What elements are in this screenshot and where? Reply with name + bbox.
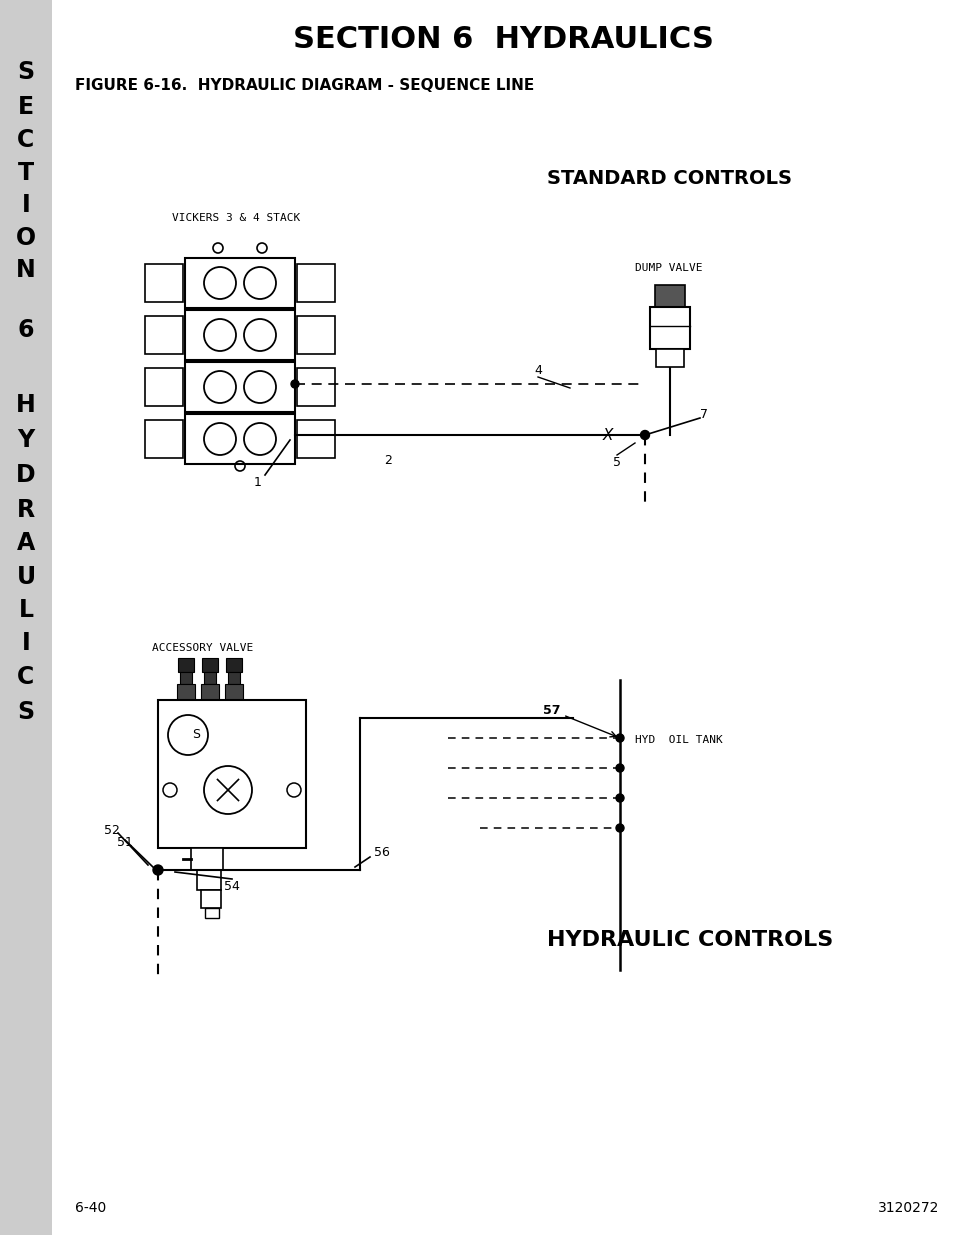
Text: 5: 5 <box>613 456 620 468</box>
Text: STANDARD CONTROLS: STANDARD CONTROLS <box>547 168 792 188</box>
Text: 56: 56 <box>374 846 390 858</box>
Text: 1: 1 <box>253 475 262 489</box>
Bar <box>185 310 294 359</box>
Bar <box>228 672 240 684</box>
Text: 6-40: 6-40 <box>75 1200 106 1215</box>
Text: I: I <box>22 631 30 655</box>
Bar <box>296 420 335 458</box>
Bar <box>178 658 193 672</box>
Text: FIGURE 6-16.  HYDRAULIC DIAGRAM - SEQUENCE LINE: FIGURE 6-16. HYDRAULIC DIAGRAM - SEQUENC… <box>75 78 534 93</box>
Text: S: S <box>17 700 34 724</box>
Text: HYDRAULIC CONTROLS: HYDRAULIC CONTROLS <box>546 930 832 950</box>
Text: S: S <box>17 61 34 84</box>
Bar <box>145 368 183 406</box>
Bar <box>205 908 219 918</box>
Bar <box>296 368 335 406</box>
Text: X: X <box>602 429 613 443</box>
Text: R: R <box>17 498 35 522</box>
Circle shape <box>616 764 623 772</box>
Bar <box>145 316 183 354</box>
Text: H: H <box>16 393 36 417</box>
Bar <box>180 672 192 684</box>
Text: I: I <box>22 193 30 217</box>
Text: L: L <box>18 598 33 622</box>
Circle shape <box>163 783 177 797</box>
Bar <box>204 672 215 684</box>
Text: 4: 4 <box>534 363 541 377</box>
Circle shape <box>168 715 208 755</box>
Text: ACCESSORY VALVE: ACCESSORY VALVE <box>152 643 253 653</box>
Text: DUMP VALVE: DUMP VALVE <box>635 263 701 273</box>
Circle shape <box>291 380 298 388</box>
Bar <box>201 684 219 700</box>
Circle shape <box>616 824 623 832</box>
Text: C: C <box>17 128 34 152</box>
Text: A: A <box>17 531 35 555</box>
Bar <box>177 684 194 700</box>
Text: C: C <box>17 664 34 689</box>
Circle shape <box>152 864 163 876</box>
Text: 2: 2 <box>384 453 392 467</box>
Bar <box>296 316 335 354</box>
Bar <box>201 890 221 908</box>
Bar <box>158 700 306 848</box>
Bar <box>225 684 243 700</box>
Text: VICKERS 3 & 4 STACK: VICKERS 3 & 4 STACK <box>172 212 300 224</box>
Bar <box>145 264 183 303</box>
Text: U: U <box>16 564 35 589</box>
Text: 6: 6 <box>18 317 34 342</box>
Bar <box>191 848 223 869</box>
Circle shape <box>639 431 649 440</box>
Bar <box>202 658 218 672</box>
Text: 7: 7 <box>700 409 707 421</box>
Text: 57: 57 <box>542 704 560 716</box>
Bar <box>185 362 294 412</box>
Text: 54: 54 <box>224 879 240 893</box>
Text: HYD  OIL TANK: HYD OIL TANK <box>635 735 722 745</box>
Text: O: O <box>16 226 36 249</box>
Circle shape <box>204 766 252 814</box>
Bar <box>145 420 183 458</box>
Text: D: D <box>16 463 36 487</box>
Text: SECTION 6  HYDRAULICS: SECTION 6 HYDRAULICS <box>293 26 713 54</box>
Bar <box>185 258 294 308</box>
Bar <box>656 350 683 367</box>
Circle shape <box>616 734 623 742</box>
Bar <box>296 264 335 303</box>
Bar <box>655 285 684 308</box>
Bar <box>196 869 221 890</box>
Bar <box>649 308 689 350</box>
Text: 3120272: 3120272 <box>877 1200 939 1215</box>
Text: T: T <box>18 161 34 185</box>
Bar <box>226 658 242 672</box>
Text: Y: Y <box>17 429 34 452</box>
Text: N: N <box>16 258 36 282</box>
Bar <box>0 0 52 1235</box>
Circle shape <box>616 794 623 802</box>
Circle shape <box>287 783 301 797</box>
Text: S: S <box>192 729 200 741</box>
Text: 52: 52 <box>104 824 120 836</box>
Bar <box>185 414 294 464</box>
Text: 51: 51 <box>117 836 132 850</box>
Text: E: E <box>18 95 34 119</box>
